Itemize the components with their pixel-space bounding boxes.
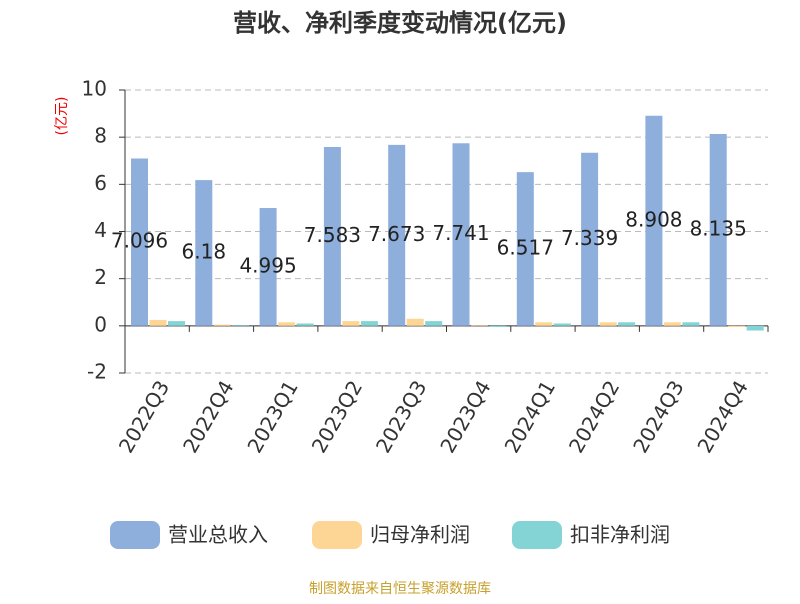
bar (342, 321, 360, 326)
data-label: 7.741 (432, 221, 489, 245)
bar (553, 323, 571, 326)
y-tick-label: 8 (94, 124, 107, 148)
y-axis-label: (亿元) (54, 97, 70, 136)
data-label: 6.517 (497, 235, 554, 259)
bar (599, 322, 617, 326)
bar (232, 325, 250, 326)
bar (663, 322, 681, 326)
data-label: 4.995 (239, 253, 296, 277)
bar (131, 158, 148, 326)
bar (195, 180, 213, 326)
data-label: 7.673 (368, 222, 425, 246)
bar (452, 143, 470, 326)
legend-label: 归母净利润 (370, 523, 470, 547)
bar (296, 323, 314, 326)
source-note: 制图数据来自恒生聚源数据库 (309, 581, 491, 597)
bar (278, 322, 296, 326)
bar (168, 321, 185, 326)
bar (213, 324, 231, 326)
legend-swatch (312, 521, 362, 549)
bar (709, 133, 727, 326)
bar (535, 322, 553, 326)
x-tick-label: 2024Q3 (628, 376, 688, 457)
bar (645, 115, 663, 326)
y-tick-label: 6 (94, 171, 107, 195)
data-label: 7.583 (304, 223, 361, 247)
legend-swatch (110, 521, 160, 549)
y-tick-label: 4 (94, 218, 107, 242)
bar (728, 325, 746, 328)
data-label: 8.908 (625, 207, 682, 231)
x-tick-label: 2023Q2 (307, 376, 367, 457)
bar (581, 152, 599, 326)
bar (746, 325, 764, 331)
bar (323, 147, 341, 326)
data-label: 6.18 (182, 239, 227, 263)
y-tick-label: 10 (82, 77, 107, 101)
x-tick-label: 2023Q1 (242, 376, 302, 457)
bar (259, 208, 277, 326)
bar (618, 322, 636, 326)
legend-label: 扣非净利润 (570, 523, 670, 547)
legend-label: 营业总收入 (168, 523, 268, 547)
data-label: 7.096 (111, 229, 168, 253)
bar (360, 321, 378, 326)
bar (149, 319, 167, 326)
data-label: 7.339 (561, 226, 618, 250)
x-tick-label: 2022Q4 (178, 376, 238, 457)
bar (682, 322, 700, 326)
x-tick-label: 2023Q4 (435, 376, 495, 457)
legend-swatch (512, 521, 562, 549)
bar (425, 321, 443, 326)
bar (388, 144, 406, 326)
y-tick-label: 0 (94, 312, 107, 336)
data-label: 8.135 (690, 216, 747, 240)
bar (489, 325, 507, 328)
bar (516, 172, 534, 326)
x-tick-label: 2024Q4 (692, 376, 752, 457)
y-tick-label: -2 (87, 360, 107, 384)
y-tick-label: 2 (94, 265, 107, 289)
chart-title: 营收、净利季度变动情况(亿元) (233, 9, 567, 37)
x-tick-label: 2024Q2 (564, 376, 624, 457)
bar (406, 318, 424, 326)
x-tick-label: 2022Q3 (114, 376, 174, 457)
x-tick-label: 2024Q1 (500, 376, 560, 457)
bar (471, 325, 488, 326)
x-tick-label: 2023Q3 (371, 376, 431, 457)
